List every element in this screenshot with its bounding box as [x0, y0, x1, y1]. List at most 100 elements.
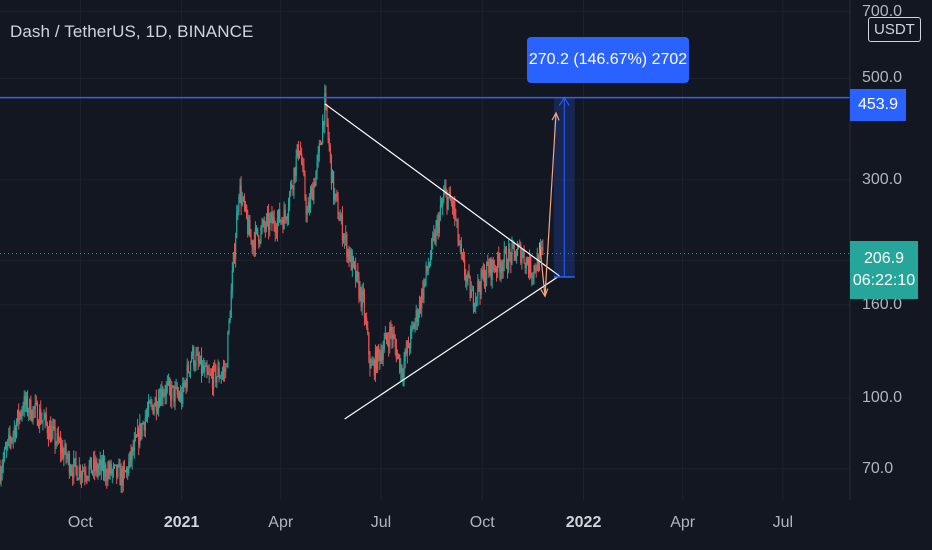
candle-down — [268, 213, 270, 231]
candle-up — [19, 413, 21, 421]
candle-down — [83, 470, 85, 472]
last-price-value: 206.9 — [863, 250, 905, 267]
candle-up — [41, 421, 43, 423]
candle-down — [451, 203, 454, 210]
resistance-price-tag: 453.9 — [850, 89, 906, 121]
candle-down — [499, 261, 501, 273]
candle-up — [318, 143, 320, 153]
candle-down — [366, 318, 368, 329]
candle-down — [233, 252, 236, 260]
candle-up — [98, 465, 100, 470]
candle-up — [403, 361, 405, 377]
candle-up — [392, 334, 394, 340]
candle-up — [383, 339, 385, 350]
candle-down — [31, 419, 33, 421]
candle-up — [414, 321, 416, 329]
drawing-overlays — [0, 96, 850, 420]
candle-up — [64, 444, 66, 454]
symbol-title[interactable]: Dash / TetherUS, 1D, BINANCE — [10, 22, 254, 41]
candle-down — [472, 290, 475, 308]
candle-down — [224, 368, 226, 372]
candle-down — [375, 350, 378, 371]
candle-down — [369, 354, 371, 368]
candle-up — [466, 277, 468, 282]
candle-down — [336, 194, 338, 199]
candle-up — [415, 310, 417, 322]
candle-down — [100, 459, 102, 471]
candle-down — [124, 471, 127, 473]
candle-up — [235, 237, 237, 260]
candle-down — [461, 253, 464, 256]
candle-up — [34, 402, 36, 409]
projection-arrow-head — [551, 111, 560, 121]
candle-down — [357, 271, 359, 278]
candle-up — [467, 272, 469, 278]
candle-down — [390, 327, 392, 331]
candle-down — [465, 275, 467, 282]
candle-up — [44, 413, 46, 419]
candle-down — [535, 270, 537, 272]
candle-up — [382, 349, 384, 360]
currency-badge[interactable]: USDT — [868, 17, 921, 42]
candle-down — [85, 475, 87, 478]
candle-up — [216, 376, 218, 383]
candle-down — [152, 405, 154, 414]
candle-up — [74, 458, 76, 460]
candle-down — [333, 171, 335, 201]
candle-up — [137, 428, 139, 437]
candle-up — [25, 396, 28, 406]
candle-up — [52, 426, 54, 430]
candle-up — [519, 243, 521, 246]
candle-down — [76, 466, 78, 481]
candle-up — [22, 410, 24, 412]
candle-up — [236, 212, 238, 238]
candle-up — [192, 347, 194, 357]
candle-down — [534, 265, 536, 271]
time-tick-label: 2021 — [163, 514, 200, 531]
candle-down — [479, 288, 481, 295]
candle-down — [178, 395, 181, 400]
candle-down — [335, 193, 337, 195]
candle-down — [50, 425, 52, 442]
candle-up — [252, 240, 254, 248]
projection-arrow-down — [538, 243, 546, 297]
candle-up — [283, 209, 285, 230]
candle-up — [128, 461, 130, 474]
candle-up — [21, 411, 23, 416]
candle-down — [79, 466, 81, 478]
candle-down — [18, 410, 20, 421]
candle-up — [107, 468, 109, 481]
candle-down — [446, 190, 448, 210]
candle-up — [412, 325, 414, 327]
candle-up — [262, 220, 264, 225]
candle-down — [363, 295, 366, 319]
candle-up — [272, 217, 274, 224]
candle-down — [468, 272, 470, 277]
candle-down — [249, 220, 251, 237]
candle-up — [95, 461, 97, 471]
candle-up — [538, 249, 541, 270]
candle-up — [424, 278, 426, 284]
candle-up — [482, 270, 484, 278]
candle-up — [320, 142, 323, 145]
candle-up — [447, 196, 449, 210]
candle-up — [189, 361, 192, 372]
candle-up — [475, 296, 477, 307]
candle-up — [196, 353, 198, 355]
candle-up — [145, 415, 148, 418]
candle-down — [312, 187, 314, 201]
candle-up — [494, 268, 497, 271]
candle-up — [162, 394, 164, 399]
candle-up — [103, 464, 106, 474]
candle-down — [185, 381, 187, 388]
candle-up — [23, 396, 25, 411]
candle-down — [493, 267, 495, 271]
candle-up — [29, 399, 31, 412]
candle-up — [470, 290, 472, 298]
candle-down — [68, 454, 70, 474]
candle-down — [445, 187, 447, 191]
candle-up — [287, 206, 290, 217]
candle-down — [33, 407, 35, 409]
candle-down — [210, 373, 212, 375]
